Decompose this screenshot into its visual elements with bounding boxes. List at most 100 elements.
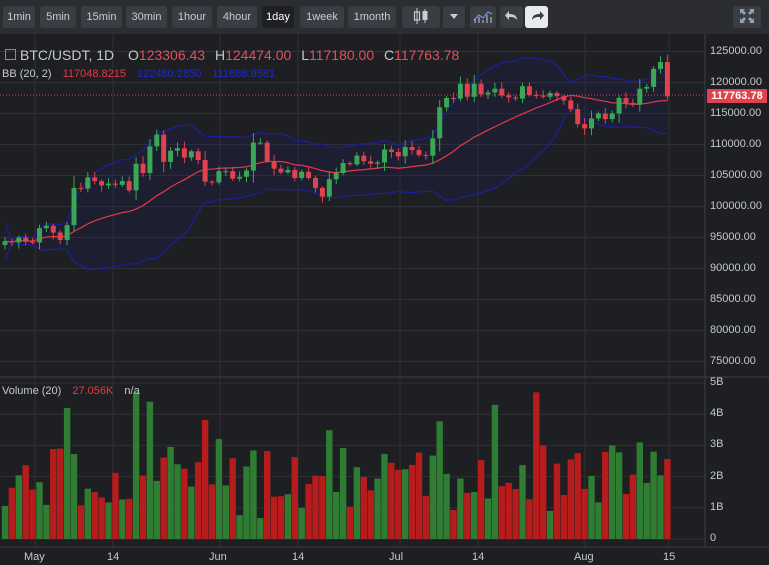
volume-label: Volume (20) <box>2 385 62 397</box>
volume-bar <box>609 445 616 539</box>
candle <box>354 152 360 167</box>
volume-bar <box>333 491 340 539</box>
timeframe-1day-button[interactable]: 1day <box>262 6 294 28</box>
volume-bar <box>498 486 505 539</box>
volume-bar <box>112 472 119 539</box>
candle <box>554 90 560 102</box>
volume-bars <box>1 392 671 539</box>
volume-bar <box>98 497 105 539</box>
candle <box>416 146 422 157</box>
candle <box>388 145 394 158</box>
volume-bar <box>305 483 312 539</box>
candle-body <box>257 142 263 144</box>
candle <box>85 171 91 193</box>
candle-body <box>347 163 353 165</box>
candle-body <box>23 237 29 242</box>
volume-bar <box>91 492 98 539</box>
timeframe-30min-button[interactable]: 30min <box>126 6 167 28</box>
candle-body <box>609 113 615 120</box>
volume-bar <box>257 518 264 539</box>
candle-body <box>582 124 588 129</box>
candle-body <box>237 176 243 179</box>
candle <box>575 103 581 128</box>
chart-type-dropdown[interactable] <box>443 6 465 28</box>
timeframe-4hour-button[interactable]: 4hour <box>217 6 257 28</box>
candle-body <box>471 83 477 97</box>
candle-body <box>361 155 367 162</box>
volume-bar <box>132 392 140 539</box>
candle <box>485 89 491 99</box>
candle <box>57 230 63 245</box>
volume-bar <box>664 458 671 539</box>
candle-body <box>492 88 498 93</box>
volume-bar <box>477 460 485 539</box>
volume-bar <box>395 469 402 539</box>
chart-type-button[interactable] <box>402 6 440 28</box>
undo-button[interactable] <box>500 6 523 28</box>
candle <box>444 96 450 112</box>
volume-bar <box>105 502 112 539</box>
timeframe-1week-button[interactable]: 1week <box>300 6 344 28</box>
candle <box>326 171 332 202</box>
candle <box>582 118 588 135</box>
candle-body <box>181 148 187 158</box>
candle <box>375 160 381 169</box>
candle-body <box>637 88 643 105</box>
price-tick-label: 125000.00 <box>710 44 762 57</box>
price-tick-label: 85000.00 <box>710 292 756 305</box>
candle <box>492 82 498 97</box>
candle <box>333 167 339 185</box>
bb-lower-value: 111686.9581 <box>212 68 275 80</box>
time-tick-label: 15 <box>663 551 676 563</box>
candle-body <box>520 86 525 99</box>
volume-bar <box>36 482 43 539</box>
volume-bar <box>153 480 160 539</box>
volume-legend: Volume (20) 27.056K n/a <box>2 385 140 397</box>
candlestick-icon <box>413 8 428 24</box>
candle <box>361 151 367 165</box>
volume-bar <box>43 504 50 539</box>
indicators-button[interactable] <box>470 6 496 28</box>
candle-body <box>319 187 325 197</box>
candle <box>223 167 229 176</box>
bb-lower-line <box>4 107 668 271</box>
ohlc-legend: BTC/USDT, 1D O123306.43 H124474.00 L1171… <box>20 47 459 63</box>
volume-bar <box>8 487 16 539</box>
candle <box>30 237 36 245</box>
volume-tick-label: 1B <box>710 500 724 513</box>
candle-body <box>457 83 463 99</box>
volume-bar <box>167 446 174 539</box>
volume-bar <box>146 401 154 539</box>
bb-middle-value: 117048.8215 <box>62 68 127 80</box>
volume-bar <box>381 453 388 539</box>
timeframe-1month-button[interactable]: 1month <box>348 6 396 28</box>
candle <box>264 140 270 163</box>
candle-body <box>306 171 312 178</box>
candle-body <box>485 92 491 95</box>
timeframe-5min-button[interactable]: 5min <box>40 6 76 28</box>
candle <box>609 110 615 123</box>
candle-body <box>188 151 194 158</box>
timeframe-1hour-button[interactable]: 1hour <box>172 6 212 28</box>
fullscreen-button[interactable] <box>733 6 761 28</box>
candle <box>464 78 470 101</box>
redo-button[interactable] <box>525 6 548 28</box>
volume-bar <box>602 451 609 539</box>
candle-body <box>575 109 581 125</box>
timeframe-1min-button[interactable]: 1min <box>3 6 35 28</box>
volume-bar <box>429 455 436 539</box>
volume-bar <box>139 475 147 539</box>
timeframe-15min-button[interactable]: 15min <box>81 6 122 28</box>
candle <box>368 155 374 168</box>
time-tick-label: Aug <box>574 551 594 563</box>
candle <box>278 164 284 175</box>
volume-bar <box>236 515 243 539</box>
collapse-legend-toggle[interactable] <box>5 49 16 60</box>
candle-body <box>126 181 132 191</box>
candle <box>402 140 408 164</box>
volume-bar <box>22 465 29 539</box>
candle <box>71 176 77 231</box>
volume-bar <box>270 496 278 539</box>
time-tick-label: 14 <box>292 551 305 563</box>
